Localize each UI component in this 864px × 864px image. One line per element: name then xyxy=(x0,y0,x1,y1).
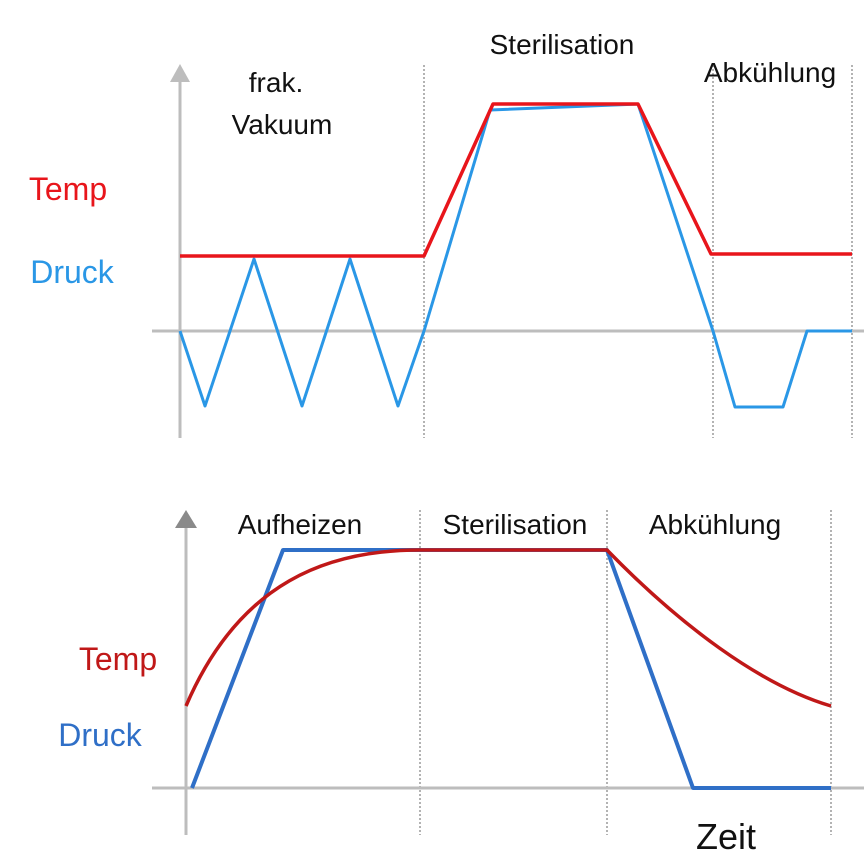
temp-label: Temp xyxy=(29,171,107,207)
vacuum-cycle-chart: frak. Vakuum Sterilisation Abkühlung Tem… xyxy=(29,29,864,438)
temperature-curve xyxy=(180,102,852,258)
pressure-label: Druck xyxy=(30,254,115,290)
phase-label: Vakuum xyxy=(232,109,333,140)
pressure-label: Druck xyxy=(58,717,143,753)
phase-label: frak. xyxy=(249,67,303,98)
pressure-curve xyxy=(190,548,831,790)
gravity-cycle-chart: Aufheizen Sterilisation Abkühlung Temp D… xyxy=(58,509,864,857)
temp-label: Temp xyxy=(79,641,157,677)
phase-label: Abkühlung xyxy=(704,57,836,88)
pressure-curve xyxy=(178,102,852,409)
temperature-curve xyxy=(184,548,832,708)
phase-label: Sterilisation xyxy=(490,29,635,60)
axis-arrow xyxy=(170,64,190,82)
phase-label: Aufheizen xyxy=(238,509,363,540)
axis-arrow xyxy=(175,510,197,528)
time-label: Zeit xyxy=(696,816,756,857)
phase-label: Sterilisation xyxy=(443,509,588,540)
phase-label: Abkühlung xyxy=(649,509,781,540)
